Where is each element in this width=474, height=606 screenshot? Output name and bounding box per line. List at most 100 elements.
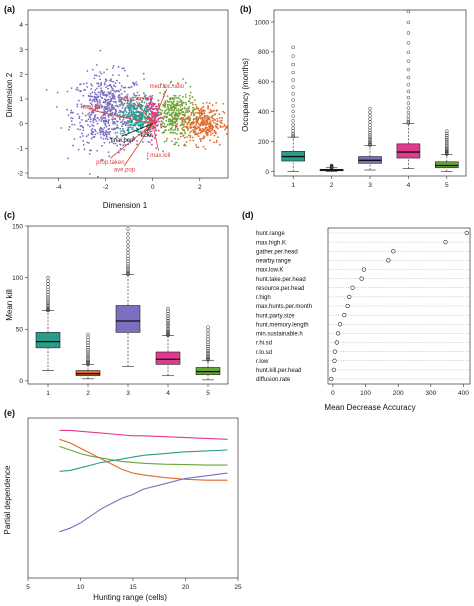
panel-a-point xyxy=(130,85,133,88)
panel-a-point xyxy=(96,100,99,103)
panel-c-ylabel: Mean kill xyxy=(5,289,14,321)
panel-a-point xyxy=(211,119,214,122)
panel-a-point xyxy=(169,114,171,117)
panel-a-point xyxy=(111,94,114,97)
panel-a-point xyxy=(140,111,143,114)
panel-a-point xyxy=(176,97,178,99)
panel-a-point xyxy=(103,119,106,122)
panel-a-point xyxy=(174,111,177,114)
panel-a-point xyxy=(176,113,179,115)
panel-a-point xyxy=(99,133,102,136)
panel-b-outlier xyxy=(368,120,372,124)
panel-a-point xyxy=(209,123,211,126)
panel-a-point xyxy=(113,84,115,87)
panel-a-point xyxy=(141,115,144,118)
panel-a-point xyxy=(219,120,222,123)
panel-a-point xyxy=(174,126,177,129)
panel-a-point xyxy=(180,121,183,124)
panel-a-point xyxy=(70,87,73,89)
panel-b-outlier xyxy=(445,137,449,142)
panel-c-outlier xyxy=(46,275,50,280)
panel-a-point xyxy=(100,115,103,118)
panel-b-outlier xyxy=(329,163,334,168)
panel-a-point xyxy=(224,126,227,129)
panel-a-point xyxy=(71,117,74,120)
panel-c-outlier xyxy=(126,227,130,231)
panel-a-point xyxy=(79,128,82,131)
panel-a-point xyxy=(146,157,149,160)
panel-a-point xyxy=(131,128,134,131)
panel-a-point xyxy=(197,135,200,138)
panel-a-point xyxy=(100,96,103,99)
panel-a-point xyxy=(114,108,117,111)
panel-a-point xyxy=(118,111,120,114)
panel-a-point xyxy=(79,83,81,86)
panel-a-point xyxy=(113,95,115,97)
panel-b-ytick-label: 600 xyxy=(258,79,269,86)
panel-a-point xyxy=(184,93,187,96)
panel-a-point xyxy=(124,113,127,116)
panel-a-point xyxy=(161,132,164,134)
panel-a-point xyxy=(112,121,115,124)
panel-a-point xyxy=(138,102,141,105)
panel-a-loading-arrow xyxy=(121,123,153,137)
panel-a-xtick-label: 2 xyxy=(198,184,202,191)
panel-a-point xyxy=(94,116,96,119)
panel-c-outlier xyxy=(46,295,50,299)
panel-a-point xyxy=(183,129,186,132)
panel-a-point xyxy=(166,113,169,116)
panel-a-point xyxy=(105,134,108,137)
panel-a-point xyxy=(127,100,130,103)
panel-a-point xyxy=(140,101,143,104)
panel-a-point xyxy=(209,139,212,142)
panel-a-point xyxy=(142,92,145,95)
panel-b-ylabel: Occupancy (months) xyxy=(241,58,250,132)
panel-a-point xyxy=(174,122,177,124)
panel-a-point xyxy=(91,103,93,106)
panel-a-point xyxy=(158,120,160,123)
panel-e-xtick-label: 15 xyxy=(129,584,137,591)
panel-a-point xyxy=(97,104,99,107)
panel-a-point xyxy=(112,142,115,145)
panel-a-point xyxy=(93,100,96,103)
panel-a-point xyxy=(191,109,194,112)
panel-a-point xyxy=(222,110,224,113)
panel-a-point xyxy=(109,79,111,82)
panel-a-point xyxy=(175,124,178,127)
panel-a-point xyxy=(181,119,184,122)
panel-a-point xyxy=(114,85,117,88)
panel-a-point xyxy=(174,112,177,115)
panel-a-point xyxy=(201,113,203,116)
panel-a-point xyxy=(90,137,93,140)
panel-a-point xyxy=(213,129,216,132)
panel-a-point xyxy=(179,105,182,108)
panel-a-ytick-label: 3 xyxy=(19,47,23,54)
panel-c-outlier xyxy=(46,305,50,310)
panel-a-point xyxy=(178,94,181,97)
panel-a-point xyxy=(190,126,193,128)
panel-a-point xyxy=(144,115,147,118)
panel-a-point xyxy=(140,103,143,106)
panel-a-point xyxy=(165,119,168,122)
panel-d-variable-label: max.hunts.per.month xyxy=(256,304,312,310)
panel-a-point xyxy=(191,111,194,113)
panel-a-point xyxy=(160,126,163,129)
panel-a-point xyxy=(156,107,159,110)
panel-a-point xyxy=(184,82,187,84)
panel-a-point xyxy=(104,113,107,116)
panel-c-outlier xyxy=(126,264,130,268)
panel-a-point xyxy=(150,114,153,117)
panel-e-xtick-label: 20 xyxy=(182,584,190,591)
panel-a-point xyxy=(186,123,189,126)
panel-a-point xyxy=(84,114,87,117)
panel-a-point xyxy=(173,117,176,120)
panel-e-ylabel: Partial dependence xyxy=(3,465,12,534)
panel-c-outlier xyxy=(86,350,90,354)
panel-d-point xyxy=(332,349,337,354)
panel-a-point xyxy=(90,149,92,152)
panel-a-point xyxy=(103,108,105,111)
panel-a-point xyxy=(124,107,127,109)
panel-a-point xyxy=(199,108,202,111)
panel-a-point xyxy=(209,120,212,123)
panel-a-point xyxy=(178,101,181,104)
